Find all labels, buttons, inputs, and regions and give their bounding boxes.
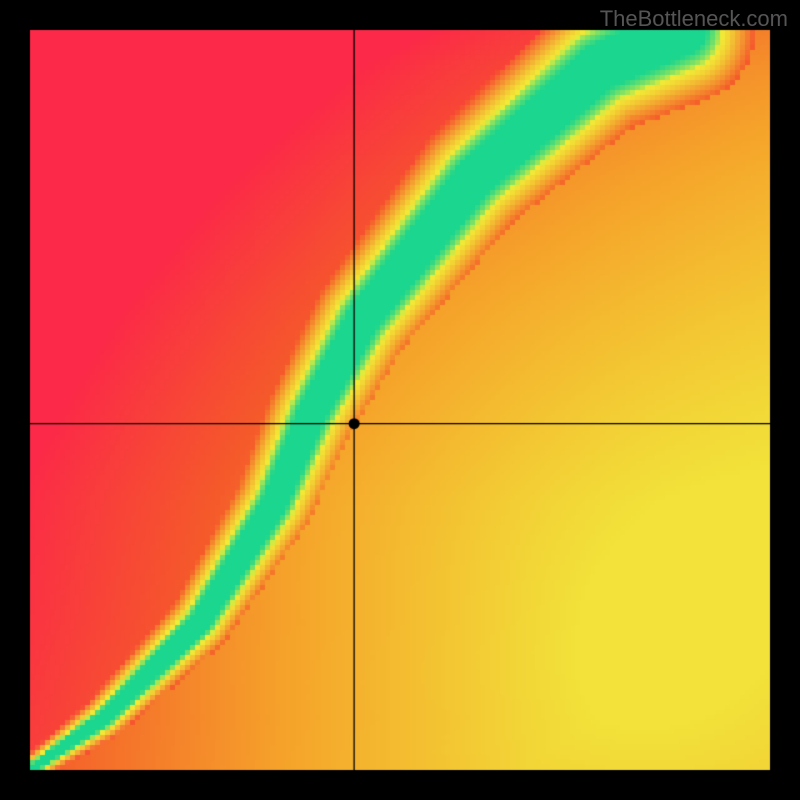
heatmap-canvas bbox=[0, 0, 800, 800]
image-container: TheBottleneck.com bbox=[0, 0, 800, 800]
